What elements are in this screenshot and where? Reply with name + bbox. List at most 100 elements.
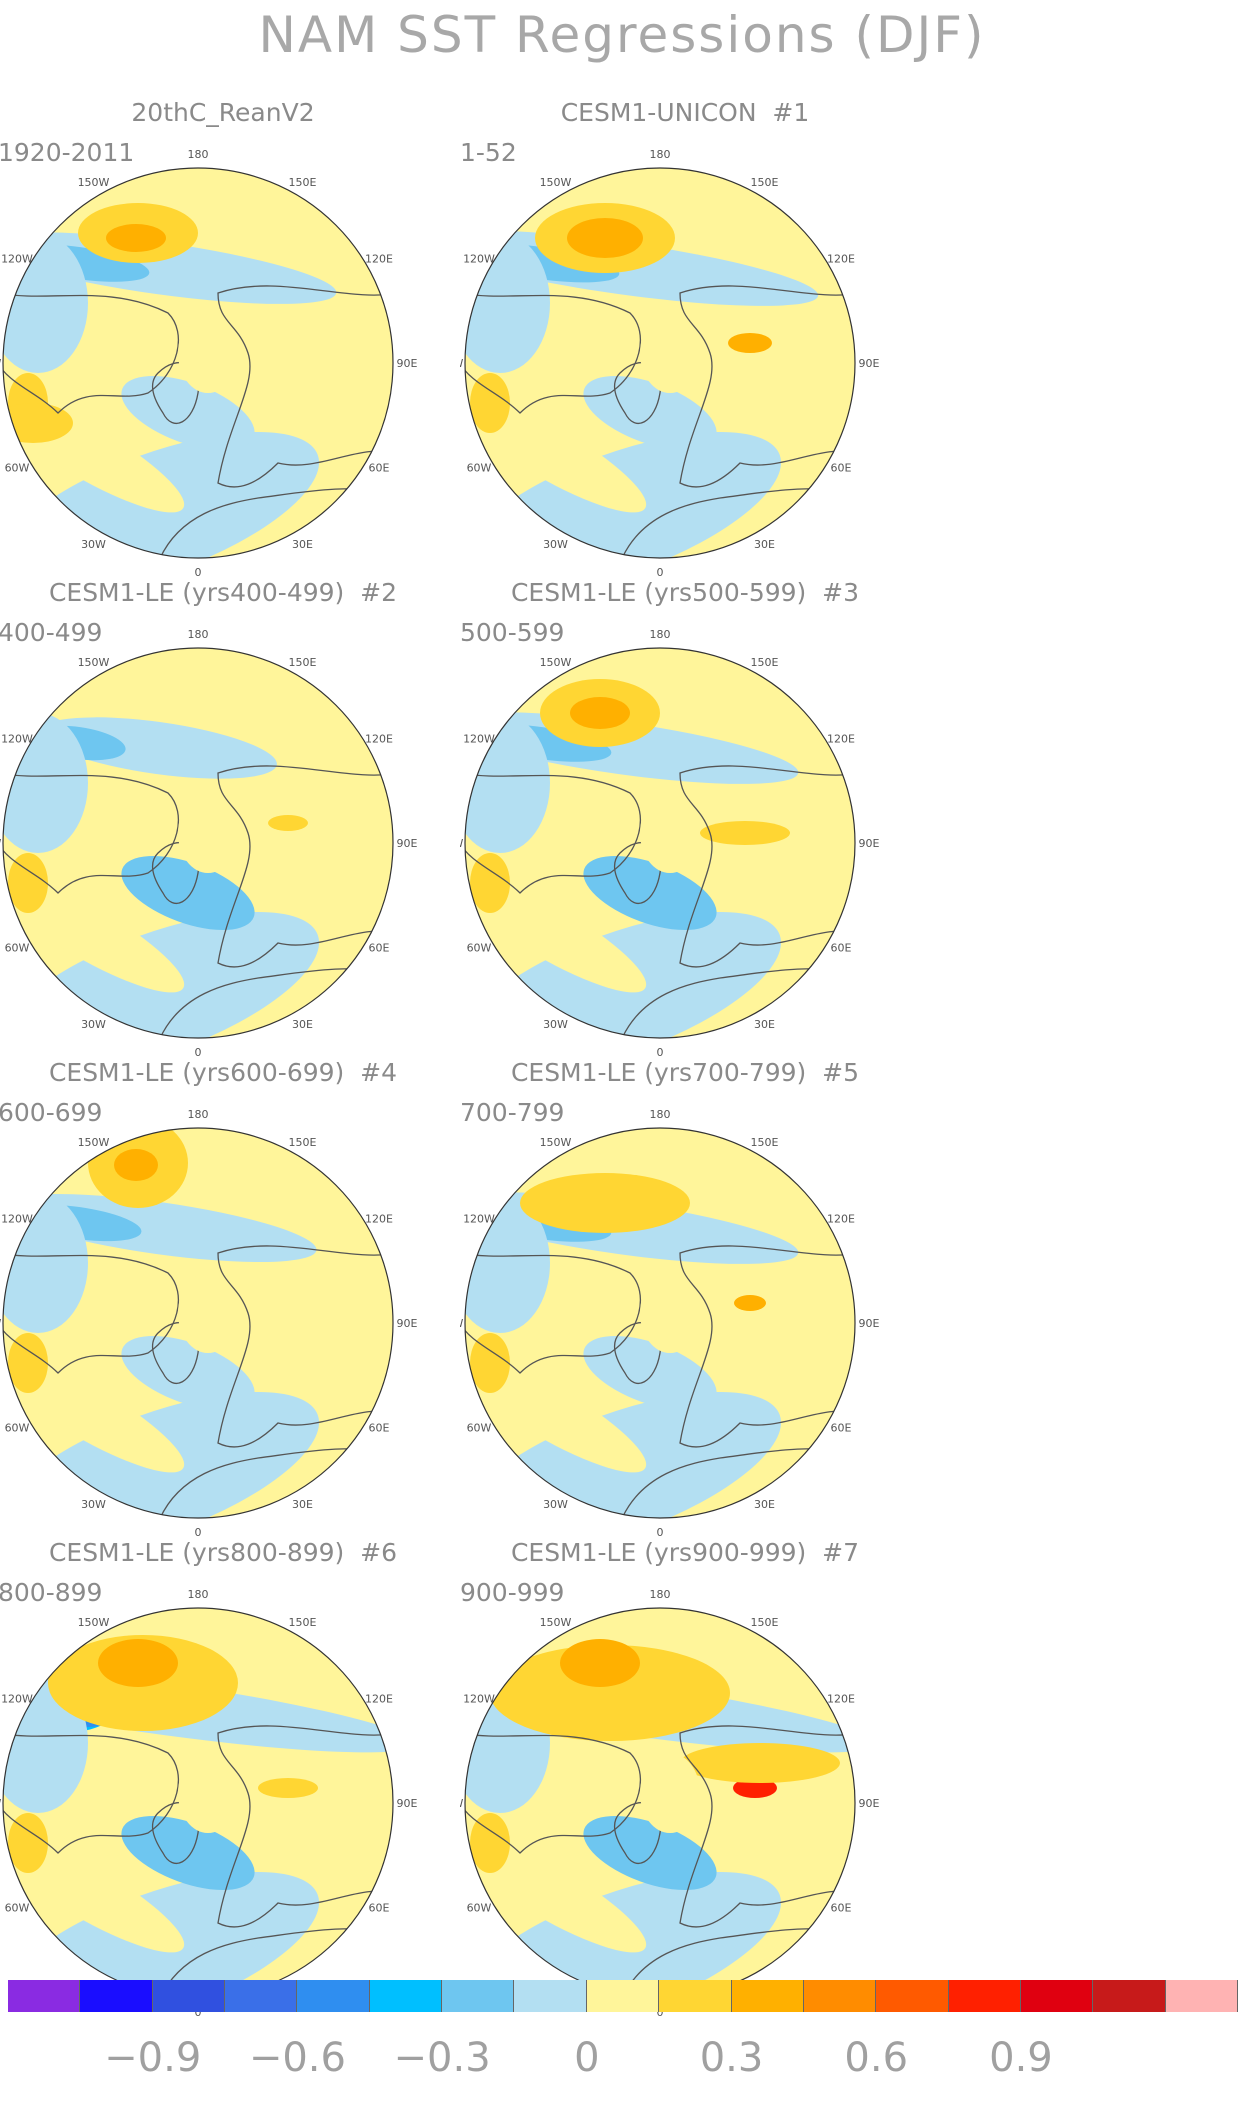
map-panel: CESM1-LE (yrs700-799) #5 180 150E 120E 90E 60… [460,1058,910,1538]
panel-period: 1-52 [460,138,517,167]
longitude-label: 120W [1,253,33,266]
longitude-label: 120E [365,253,393,266]
longitude-label: 90W [0,1797,2,1810]
eurasia-land [217,765,393,968]
longitude-label: 0 [657,1526,664,1538]
map-panel: 20thC_ReanV2 180 150E 120E 90E 60E 30E 0 30W 60W 9… [0,98,448,578]
longitude-label: 60E [369,462,390,475]
north-america-land [3,772,180,894]
longitude-label: 60W [5,1902,30,1915]
longitude-label: 60W [467,462,492,475]
longitude-label: 180 [188,1108,209,1121]
map-boundary [2,647,394,1039]
panel-title: CESM1-LE (yrs500-599) #3 [510,578,860,607]
longitude-label: 90E [397,837,418,850]
map-panel: CESM1-LE (yrs800-899) #6 180 150E 120E 90E 60… [0,1538,448,2018]
longitude-label: 30E [292,538,313,551]
longitude-label: 120W [1,733,33,746]
longitude-label: 0 [657,566,664,578]
colorbar-label: 0.3 [699,2035,764,2081]
polar-map: 180150E120E90E60E30E030W60W90W120W150W [460,628,880,1058]
longitude-label: 150E [289,1616,317,1629]
longitude-label: 60E [369,942,390,955]
panel-title: CESM1-LE (yrs800-899) #6 [48,1538,398,1567]
north-america-land [3,1252,180,1374]
panel-title: 20thC_ReanV2 [131,98,315,127]
longitude-label: 60E [831,1902,852,1915]
eurasia-land [679,285,855,488]
longitude-label: 30W [543,1498,568,1511]
longitude-label: 180 [188,148,209,161]
longitude-label: 90E [859,1797,880,1810]
longitude-label: 90E [397,357,418,370]
longitude-label: 30W [81,538,106,551]
panel-period: 700-799 [460,1098,565,1127]
colorbar-label: 0 [574,2035,600,2081]
longitude-label: 150E [289,176,317,189]
longitude-label: 90E [859,357,880,370]
longitude-label: 0 [195,1046,202,1058]
longitude-label: 120E [827,1693,855,1706]
longitude-label: 150W [78,656,110,669]
polar-map: 180150E120E90E60E30E030W60W90W120W150W [460,1588,880,2018]
colorbar-swatch [731,1980,804,2012]
longitude-label: 150W [78,176,110,189]
longitude-label: 90W [460,357,464,370]
longitude-label: 30E [754,1498,775,1511]
longitude-label: 120E [827,253,855,266]
longitude-label: 90E [397,1317,418,1330]
longitude-label: 180 [188,1588,209,1601]
longitude-label: 60W [467,942,492,955]
longitude-label: 60W [5,462,30,475]
longitude-label: 150W [540,656,572,669]
longitude-label: 30W [543,1018,568,1031]
polar-map: 180150E120E90E60E30E030W60W90W120W150W [0,1588,418,2018]
colorbar-swatch [369,1980,443,2012]
longitude-label: 60E [369,1422,390,1435]
panel-title: CESM1-LE (yrs700-799) #5 [510,1058,860,1087]
map-boundary [2,1127,394,1519]
longitude-label: 0 [657,1046,664,1058]
longitude-label: 180 [188,628,209,641]
figure-title: NAM SST Regressions (DJF) [258,6,986,64]
map-panel: CESM1-LE (yrs400-499) #2 180 150E 120E 90E 60… [0,578,448,1058]
longitude-label: 150W [540,1616,572,1629]
polar-map: 180150E120E90E60E30E030W60W90W120W150W [460,148,880,578]
north-america-land [465,1252,642,1374]
map-panel: CESM1-LE (yrs900-999) #7 180 150E 120E 90E 60… [460,1538,910,2018]
colorbar-swatch [1165,1980,1238,2012]
longitude-label: 30E [754,1018,775,1031]
longitude-label: 120E [365,733,393,746]
north-america-land [465,292,642,414]
longitude-label: 150E [751,1136,779,1149]
longitude-label: 120E [365,1693,393,1706]
colorbar-label: −0.3 [393,2035,491,2081]
longitude-label: 150E [751,656,779,669]
longitude-label: 30E [292,1498,313,1511]
map-boundary [464,647,856,1039]
colorbar-label: 0.6 [844,2035,909,2081]
longitude-label: 120W [1,1213,33,1226]
longitude-label: 90E [859,837,880,850]
longitude-label: 150W [78,1616,110,1629]
longitude-label: 60W [5,942,30,955]
longitude-label: 60E [831,462,852,475]
panel-period: 800-899 [0,1578,103,1607]
longitude-label: 120W [463,1693,495,1706]
north-america-land [465,1732,642,1854]
eurasia-land [679,1725,855,1928]
longitude-label: 150W [540,1136,572,1149]
longitude-label: 0 [195,2006,202,2018]
longitude-label: 60W [467,1902,492,1915]
longitude-label: 90W [0,357,2,370]
north-america-land [3,1732,180,1854]
colorbar-swatch [803,1980,877,2012]
longitude-label: 120E [827,733,855,746]
map-panel: CESM1-LE (yrs500-599) #3 180 150E 120E 90E 60… [460,578,910,1058]
polar-map: 180150E120E90E60E30E030W60W90W120W150W [0,628,418,1058]
colorbar-swatch [297,1980,370,2012]
longitude-label: 180 [650,1108,671,1121]
colorbar-swatch [586,1980,660,2012]
longitude-label: 30W [81,1018,106,1031]
panel-period: 1920-2011 [0,138,135,167]
